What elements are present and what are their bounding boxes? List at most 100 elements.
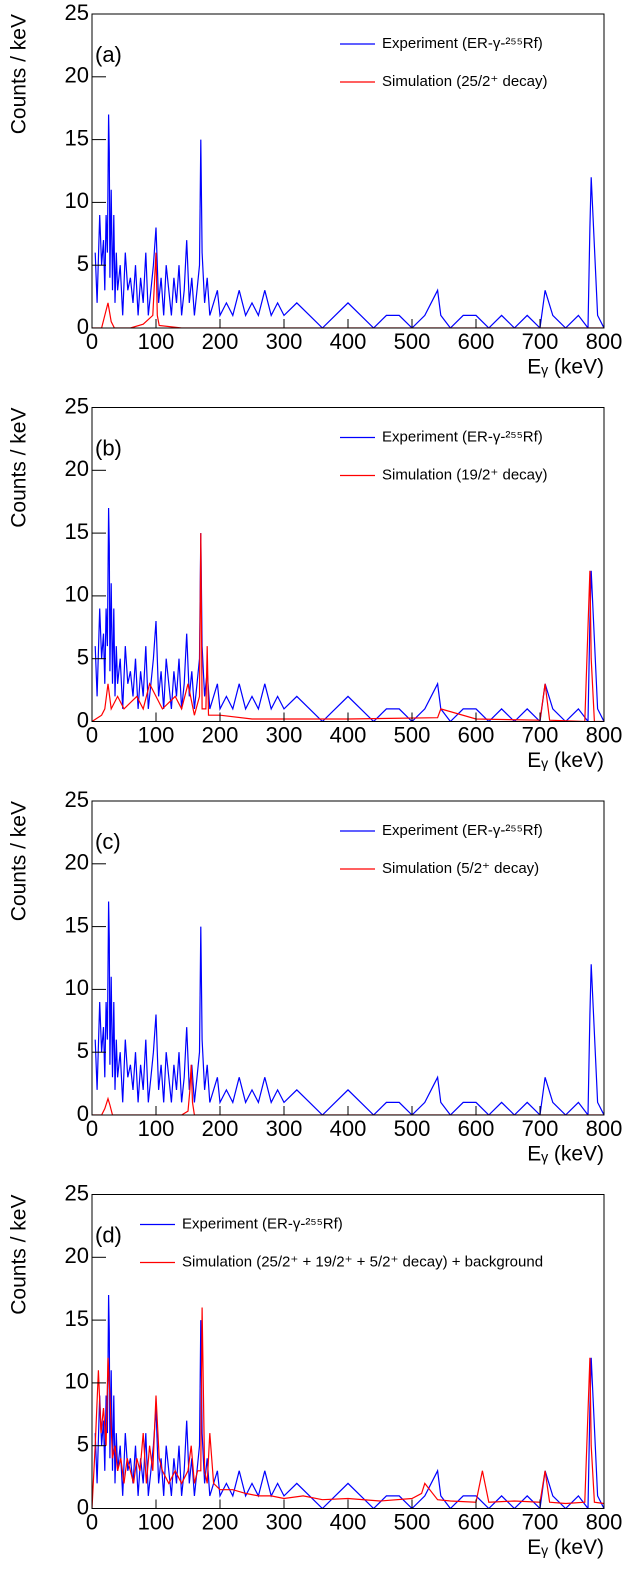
y-tick-label: 25: [65, 393, 89, 418]
x-tick-label: 100: [138, 1116, 175, 1141]
y-tick-label: 25: [65, 1180, 89, 1205]
panel: 0 100 200 300 400 500 600 700 800 0 5 10 15 20 25 Eᵧ (k…: [8, 0, 623, 379]
y-tick-label: 10: [65, 188, 89, 213]
x-axis-label: Eᵧ (keV): [527, 1536, 604, 1559]
y-axis-label: Counts / keV: [8, 14, 31, 134]
x-tick-label: 600: [458, 1116, 495, 1141]
y-axis-label: Counts / keV: [8, 801, 31, 921]
x-axis-label: Eᵧ (keV): [527, 356, 604, 379]
y-tick-label: 20: [65, 850, 89, 875]
legend-label: Simulation (25/2⁺ + 19/2⁺ + 5/2⁺ decay) …: [182, 1253, 543, 1270]
x-tick-label: 500: [394, 722, 431, 747]
plot-area: [92, 507, 604, 722]
panel-label: (c): [95, 829, 121, 854]
legend-label: Simulation (19/2⁺ decay): [382, 466, 548, 483]
y-tick-label: 20: [65, 63, 89, 88]
y-tick-label: 10: [65, 582, 89, 607]
y-tick-label: 20: [65, 1243, 89, 1268]
y-tick-label: 10: [65, 975, 89, 1000]
data-line: [92, 1064, 604, 1115]
data-line: [92, 1307, 604, 1509]
y-axis-label: Counts / keV: [8, 1195, 31, 1315]
x-tick-label: 200: [202, 1509, 239, 1534]
x-tick-label: 200: [202, 1116, 239, 1141]
x-tick-label: 300: [266, 1509, 303, 1534]
panel-label: (b): [95, 435, 122, 460]
y-tick-label: 0: [77, 1101, 89, 1126]
frame: [91, 1194, 605, 1509]
x-axis-label: Eᵧ (keV): [527, 1143, 604, 1166]
y-tick-label: 15: [65, 519, 89, 544]
x-tick-label: 500: [394, 1116, 431, 1141]
y-tick-label: 15: [65, 1306, 89, 1331]
x-tick-label: 700: [522, 1509, 559, 1534]
data-line: [92, 252, 604, 328]
y-tick-label: 25: [65, 0, 89, 25]
x-tick-label: 0: [86, 1116, 98, 1141]
x-tick-label: 600: [458, 329, 495, 354]
legend-label: Simulation (25/2⁺ decay): [382, 73, 548, 90]
x-tick-label: 400: [330, 1116, 367, 1141]
x-tick-label: 200: [202, 722, 239, 747]
y-tick-label: 5: [77, 251, 89, 276]
y-tick-label: 5: [77, 1038, 89, 1063]
x-tick-label: 0: [86, 329, 98, 354]
panel: 0 100 200 300 400 500 600 700 800 0 5 10 15 20 25 Eᵧ (k…: [8, 787, 623, 1166]
panel-label: (a): [95, 42, 122, 67]
x-tick-label: 300: [266, 722, 303, 747]
y-axis-label: Counts / keV: [8, 408, 31, 528]
frame: [91, 800, 605, 1116]
legend-label: Experiment (ER-γ-²⁵⁵Rf): [182, 1215, 343, 1232]
x-tick-label: 0: [86, 1509, 98, 1534]
data-line: [94, 1294, 604, 1509]
x-tick-label: 700: [522, 1116, 559, 1141]
frame: [91, 407, 605, 722]
x-tick-label: 100: [138, 1509, 175, 1534]
x-tick-label: 700: [522, 722, 559, 747]
data-line: [92, 533, 604, 722]
x-tick-label: 200: [202, 329, 239, 354]
panel-label: (d): [95, 1222, 122, 1247]
data-line: [94, 114, 604, 328]
plot-area: [92, 1294, 604, 1509]
x-tick-label: 800: [586, 1116, 623, 1141]
legend-label: Experiment (ER-γ-²⁵⁵Rf): [382, 428, 543, 445]
y-tick-label: 15: [65, 912, 89, 937]
x-tick-label: 600: [458, 1509, 495, 1534]
x-tick-label: 300: [266, 329, 303, 354]
x-tick-label: 100: [138, 722, 175, 747]
plot-area: [92, 114, 604, 328]
x-tick-label: 500: [394, 1509, 431, 1534]
x-axis-label: Eᵧ (keV): [527, 749, 604, 772]
x-tick-label: 400: [330, 1509, 367, 1534]
x-tick-label: 800: [586, 1509, 623, 1534]
panel: 0 100 200 300 400 500 600 700 800 0 5 10 15 20 25 Eᵧ (k…: [8, 1180, 623, 1559]
y-tick-label: 25: [65, 787, 89, 812]
y-tick-label: 20: [65, 456, 89, 481]
x-tick-label: 800: [586, 722, 623, 747]
y-tick-label: 15: [65, 125, 89, 150]
data-line: [94, 507, 604, 722]
y-tick-label: 0: [77, 707, 89, 732]
legend-label: Simulation (5/2⁺ decay): [382, 860, 539, 877]
y-tick-label: 0: [77, 1494, 89, 1519]
x-tick-label: 500: [394, 329, 431, 354]
y-tick-label: 10: [65, 1369, 89, 1394]
data-line: [94, 901, 604, 1115]
frame: [91, 13, 605, 329]
x-tick-label: 700: [522, 329, 559, 354]
x-tick-label: 600: [458, 722, 495, 747]
plot-area: [92, 901, 604, 1115]
panel: 0 100 200 300 400 500 600 700 800 0 5 10 15 20 25 Eᵧ (k…: [8, 393, 623, 772]
x-tick-label: 400: [330, 722, 367, 747]
x-tick-label: 300: [266, 1116, 303, 1141]
x-tick-label: 400: [330, 329, 367, 354]
y-tick-label: 5: [77, 1432, 89, 1457]
y-tick-label: 5: [77, 645, 89, 670]
legend-label: Experiment (ER-γ-²⁵⁵Rf): [382, 35, 543, 52]
y-tick-label: 0: [77, 314, 89, 339]
legend-label: Experiment (ER-γ-²⁵⁵Rf): [382, 822, 543, 839]
x-tick-label: 100: [138, 329, 175, 354]
x-tick-label: 0: [86, 722, 98, 747]
